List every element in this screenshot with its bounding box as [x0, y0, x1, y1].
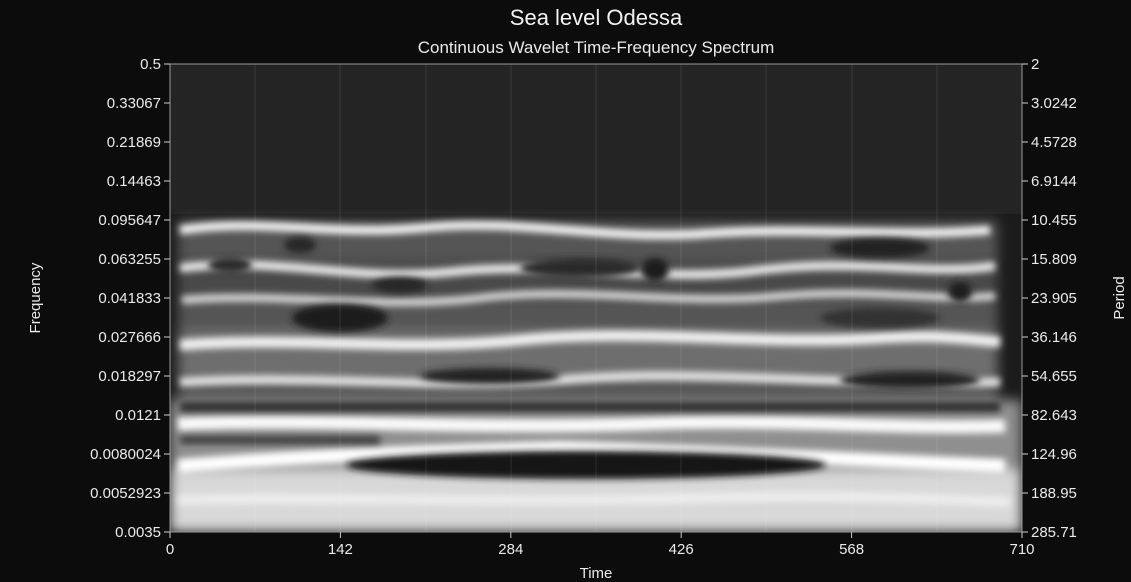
- period-tick-label: 2: [1031, 56, 1039, 73]
- period-axis-label: Period: [1111, 276, 1128, 319]
- x-tick-label: 142: [328, 541, 353, 558]
- period-tick-label: 6.9144: [1031, 173, 1077, 190]
- x-tick-label: 284: [498, 541, 523, 558]
- period-tick-label: 82.643: [1031, 407, 1077, 424]
- period-axis-ticks: 2 3.0242 4.5728 6.9144 10.455 15.809 23.905 36.…: [1022, 56, 1077, 541]
- period-tick-label: 188.95: [1031, 485, 1077, 502]
- x-tick-label: 568: [839, 541, 864, 558]
- y-tick-label: 0.041833: [98, 290, 161, 307]
- y-tick-label: 0.095647: [98, 212, 161, 229]
- spectrum-troughs: [180, 237, 1000, 479]
- y-tick-label: 0.018297: [98, 368, 161, 385]
- y-tick-label: 0.027666: [98, 329, 161, 346]
- y-tick-label: 0.0121: [115, 407, 161, 424]
- period-tick-label: 4.5728: [1031, 134, 1077, 151]
- y-axis-label: Frequency: [27, 262, 44, 333]
- y-tick-label: 0.21869: [107, 134, 161, 151]
- x-tick-label: 710: [1009, 541, 1034, 558]
- period-tick-label: 15.809: [1031, 251, 1077, 268]
- y-axis-ticks: 0.5 0.33067 0.21869 0.14463 0.095647 0.063255…: [90, 56, 170, 541]
- period-tick-label: 54.655: [1031, 368, 1077, 385]
- period-tick-label: 23.905: [1031, 290, 1077, 307]
- x-tick-label: 0: [166, 541, 174, 558]
- chart-subtitle: Continuous Wavelet Time-Frequency Spectr…: [418, 38, 775, 57]
- y-tick-label: 0.14463: [107, 173, 161, 190]
- x-tick-label: 426: [669, 541, 694, 558]
- y-tick-label: 0.063255: [98, 251, 161, 268]
- plot-area: [170, 64, 1022, 532]
- period-tick-label: 124.96: [1031, 446, 1077, 463]
- x-axis-ticks: 0 142 284 426 568 710: [166, 532, 1035, 558]
- period-tick-label: 36.146: [1031, 329, 1077, 346]
- y-tick-label: 0.5: [140, 56, 161, 73]
- spectrum-ridges: [177, 220, 1011, 507]
- y-tick-label: 0.33067: [107, 95, 161, 112]
- chart-title: Sea level Odessa: [510, 5, 683, 30]
- y-tick-label: 0.0052923: [90, 485, 161, 502]
- y-tick-label: 0.0035: [115, 524, 161, 541]
- x-axis-label: Time: [580, 565, 613, 582]
- high-frequency-band: [170, 64, 1022, 214]
- grid: [254, 64, 938, 532]
- y-tick-label: 0.0080024: [90, 446, 161, 463]
- period-tick-label: 10.455: [1031, 212, 1077, 229]
- period-tick-label: 285.71: [1031, 524, 1077, 541]
- period-tick-label: 3.0242: [1031, 95, 1077, 112]
